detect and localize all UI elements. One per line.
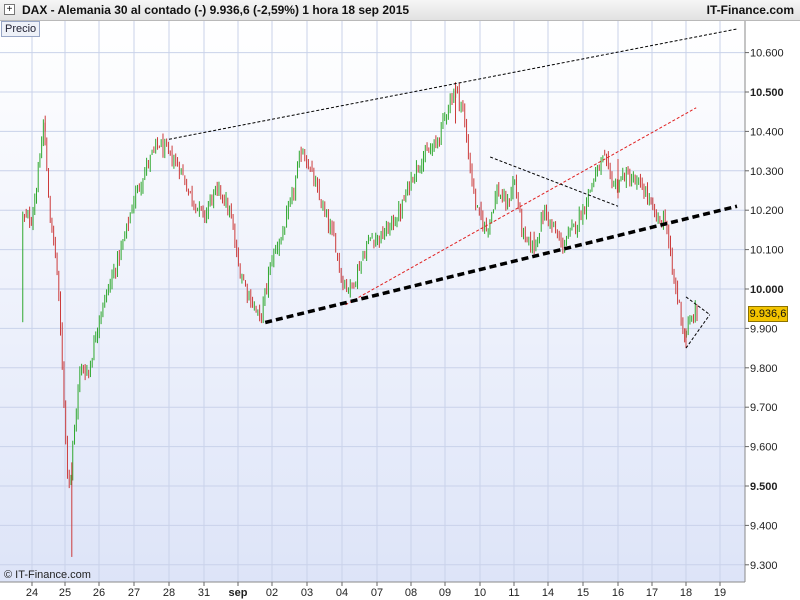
x-tick-label: 17 — [646, 587, 658, 599]
x-tick-label: 10 — [474, 587, 486, 599]
x-tick-label: 27 — [128, 587, 140, 599]
y-tick-label: 9.700 — [750, 402, 778, 414]
x-tick-label: 03 — [301, 587, 313, 599]
x-tick-label: 25 — [59, 587, 71, 599]
trendline-pennant-lower — [685, 314, 711, 349]
y-tick-label: 10.200 — [750, 205, 784, 217]
x-axis-ticks: 24 25 26 27 28 31 sep 02 03 04 07 08 09 10 11 14 15 16 17 1… — [26, 582, 726, 599]
x-tick-label: 14 — [542, 587, 554, 599]
x-tick-label: 08 — [405, 587, 417, 599]
y-tick-label: 10.300 — [750, 166, 784, 178]
x-tick-label: 15 — [577, 587, 589, 599]
trendline-descending-top — [490, 156, 619, 207]
y-tick-label: 10.100 — [750, 245, 784, 257]
y-tick-label: 9.500 — [750, 481, 778, 493]
y-tick-label: 9.400 — [750, 520, 778, 532]
chart-title: DAX - Alemania 30 al contado (-) 9.936,6… — [22, 3, 410, 17]
x-tick-label: 07 — [371, 587, 383, 599]
y-axis-ticks: 9.300 9.400 9.500 9.600 9.700 9.800 9.900 10.00… — [745, 48, 784, 572]
x-tick-label: 04 — [336, 587, 348, 599]
plot-background — [0, 21, 745, 582]
x-tick-label: sep — [229, 587, 248, 599]
y-tick-label: 10.500 — [750, 87, 784, 99]
x-tick-label: 26 — [93, 587, 105, 599]
trendlines — [168, 28, 738, 349]
y-tick-label: 10.600 — [750, 48, 784, 60]
y-tick-label: 9.600 — [750, 442, 778, 454]
y-tick-label: 9.800 — [750, 363, 778, 375]
chart-header: + DAX - Alemania 30 al contado (-) 9.936… — [0, 0, 800, 21]
x-tick-label: 11 — [508, 587, 519, 599]
copyright-label: © IT-Finance.com — [4, 569, 91, 581]
x-tick-label: 31 — [198, 587, 210, 599]
x-tick-label: 19 — [714, 587, 726, 599]
y-tick-label: 9.300 — [750, 560, 778, 572]
ohlc-bars — [22, 82, 698, 557]
last-price-badge: 9.936,6 — [748, 306, 788, 322]
trendline-upper-resistance — [168, 28, 738, 140]
price-panel-label[interactable]: Precio — [1, 21, 41, 37]
expand-toggle-icon[interactable]: + — [4, 4, 15, 15]
x-tick-label: 18 — [680, 587, 692, 599]
x-tick-label: 24 — [26, 587, 38, 599]
trendline-main-support — [264, 204, 738, 325]
y-tick-label: 10.400 — [750, 126, 784, 138]
trendline-red-channel — [345, 107, 697, 306]
x-tick-label: 28 — [163, 587, 175, 599]
grid-lines — [0, 21, 745, 582]
x-tick-label: 16 — [612, 587, 624, 599]
x-tick-label: 09 — [439, 587, 451, 599]
x-tick-label: 02 — [266, 587, 278, 599]
y-tick-label: 10.000 — [750, 284, 784, 296]
y-tick-label: 9.900 — [750, 323, 778, 335]
brand-label: IT-Finance.com — [706, 3, 794, 17]
